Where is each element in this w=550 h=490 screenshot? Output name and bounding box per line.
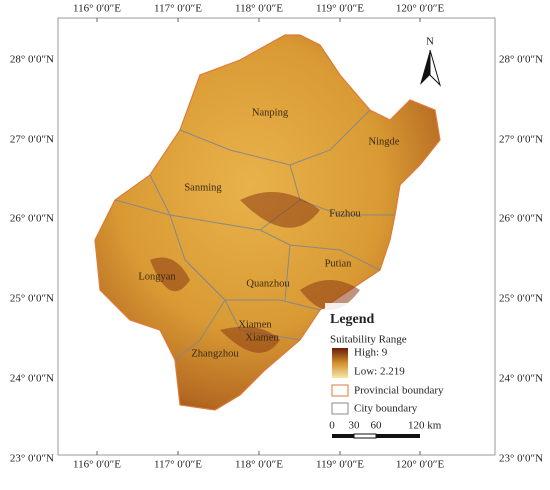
longitude-label: 117° 0′0″E <box>154 3 202 15</box>
scale-label: 30 <box>349 420 361 432</box>
city-label: Ningde <box>369 136 400 147</box>
legend-low: Low: 2.219 <box>354 366 405 378</box>
latitude-label: 26° 0′0″N <box>499 213 543 225</box>
city-label: Longyan <box>138 271 176 282</box>
latitude-label: 26° 0′0″N <box>10 213 54 225</box>
legend-city: City boundary <box>354 403 418 415</box>
north-arrow: N <box>420 36 442 87</box>
city-label: Xiamen <box>245 332 279 343</box>
latitude-label: 23° 0′0″N <box>499 453 543 465</box>
scale-label: 120 km <box>408 420 442 432</box>
province <box>94 34 441 411</box>
latitude-label: 23° 0′0″N <box>10 453 54 465</box>
legend-ramp <box>332 348 348 378</box>
city-label: Fuzhou <box>329 208 361 219</box>
legend-box <box>325 303 485 448</box>
scale-bar <box>376 434 420 438</box>
legend: Legend Suitability Range High: 9 Low: 2.… <box>325 303 485 448</box>
city-label: Quanzhou <box>246 278 290 289</box>
latitude-label: 24° 0′0″N <box>10 373 54 385</box>
legend-subtitle: Suitability Range <box>330 334 407 346</box>
latitude-label: 28° 0′0″N <box>499 54 543 66</box>
longitude-label: 116° 0′0″E <box>73 3 121 15</box>
scale-bar <box>353 433 377 439</box>
longitude-label: 120° 0′0″E <box>396 459 445 471</box>
longitude-label: 118° 0′0″E <box>235 3 283 15</box>
longitude-label: 117° 0′0″E <box>154 459 202 471</box>
city-label: Xiamen <box>238 319 272 330</box>
scale-bar <box>332 434 354 438</box>
legend-provincial: Provincial boundary <box>354 385 444 397</box>
city-label: Nanping <box>252 107 289 118</box>
city-label: Zhangzhou <box>191 348 239 359</box>
scale-label: 0 <box>329 420 335 432</box>
latitude-label: 28° 0′0″N <box>10 54 54 66</box>
longitude-label: 120° 0′0″E <box>396 3 445 15</box>
city-label: Sanming <box>184 182 222 193</box>
latitude-label: 27° 0′0″N <box>499 134 543 146</box>
map-frame <box>57 17 496 456</box>
latitude-label: 24° 0′0″N <box>499 373 543 385</box>
legend-title: Legend <box>330 312 375 327</box>
longitude-label: 119° 0′0″E <box>316 459 364 471</box>
longitude-label: 118° 0′0″E <box>235 459 283 471</box>
legend-city-swatch <box>331 402 349 415</box>
latitude-label: 25° 0′0″N <box>10 293 54 305</box>
longitude-label: 119° 0′0″E <box>316 3 364 15</box>
legend-provincial-swatch <box>331 384 349 397</box>
legend-high: High: 9 <box>354 347 388 359</box>
latitude-label: 27° 0′0″N <box>10 134 54 146</box>
longitude-label: 116° 0′0″E <box>73 459 121 471</box>
city-label: Putian <box>325 258 353 269</box>
latitude-label: 25° 0′0″N <box>499 293 543 305</box>
scale-label: 60 <box>371 420 383 432</box>
north-label: N <box>426 36 434 48</box>
